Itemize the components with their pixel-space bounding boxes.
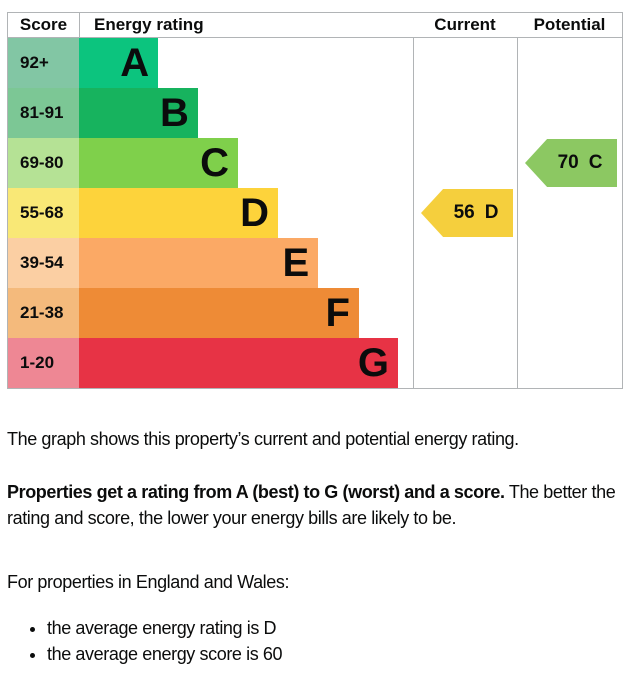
band-letter-e: E [282, 241, 310, 285]
band-letter-g: G [357, 341, 389, 385]
rating-explanation-bold: Properties get a rating from A (best) to… [7, 482, 505, 502]
band-row-c: C [79, 138, 413, 188]
band-bar-b: B [79, 88, 198, 138]
rating-explanation: Properties get a rating from A (best) to… [7, 479, 623, 531]
band-bar-e: E [79, 238, 319, 288]
average-stats-list: the average energy rating is D the avera… [7, 615, 623, 667]
band-row-a: A [79, 38, 413, 88]
band-bar-a: A [79, 38, 159, 88]
column-header-current: Current [413, 13, 517, 38]
column-header-potential: Potential [517, 13, 622, 38]
score-range-c: 69-80 [8, 138, 79, 188]
score-range-f: 21-38 [8, 288, 79, 338]
score-range-g: 1-20 [8, 338, 79, 388]
epc-graph: Score Energy rating Current Potential 56… [7, 12, 623, 389]
band-row-g: G [79, 338, 413, 388]
score-range-d: 55-68 [8, 188, 79, 238]
score-range-a: 92+ [8, 38, 79, 88]
band-row-b: B [79, 88, 413, 138]
potential-rating-letter: C [588, 152, 603, 173]
band-letter-c: C [200, 141, 229, 185]
current-column: 56 D [413, 38, 517, 388]
potential-column: 70 C [517, 38, 622, 388]
current-rating-letter: D [484, 202, 499, 223]
band-letter-b: B [160, 91, 189, 135]
current-rating-arrow: 56 D [421, 189, 513, 237]
band-letter-f: F [325, 291, 350, 335]
band-letter-d: D [240, 191, 270, 235]
average-score-item: the average energy score is 60 [47, 641, 623, 667]
band-bar-f: F [79, 288, 359, 338]
band-bar-g: G [79, 338, 398, 388]
band-row-e: E [79, 238, 413, 288]
band-bar-c: C [79, 138, 238, 188]
band-row-f: F [79, 288, 413, 338]
score-range-b: 81-91 [8, 88, 79, 138]
potential-score-value: 70 [557, 152, 579, 173]
graph-description: The graph shows this property’s current … [7, 429, 519, 449]
average-rating-item: the average energy rating is D [47, 615, 623, 641]
band-letter-a: A [120, 41, 150, 85]
band-row-d: D [79, 188, 413, 238]
column-header-score: Score [8, 13, 79, 38]
score-range-e: 39-54 [8, 238, 79, 288]
current-score-value: 56 [453, 202, 475, 223]
rating-explanation-rest: The better the rating and score, the low… [7, 482, 616, 528]
column-header-energy-rating: Energy rating [79, 13, 413, 38]
region-intro: For properties in England and Wales: [7, 572, 290, 592]
band-bar-d: D [79, 188, 279, 238]
potential-rating-arrow: 70 C [525, 139, 617, 187]
epc-rating-page: Score Energy rating Current Potential 56… [0, 0, 630, 667]
